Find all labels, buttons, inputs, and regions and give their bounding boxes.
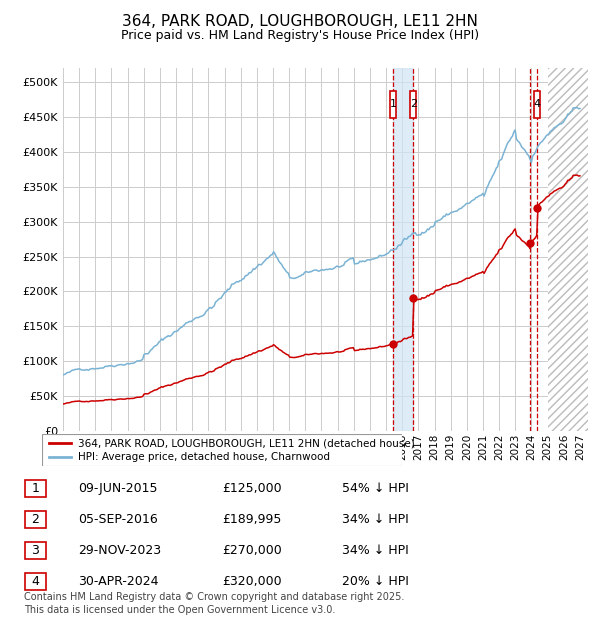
Text: 34% ↓ HPI: 34% ↓ HPI bbox=[342, 544, 409, 557]
Text: 09-JUN-2015: 09-JUN-2015 bbox=[78, 482, 157, 495]
Text: HPI: Average price, detached house, Charnwood: HPI: Average price, detached house, Char… bbox=[78, 452, 330, 463]
FancyBboxPatch shape bbox=[410, 91, 416, 118]
Text: 1: 1 bbox=[389, 99, 397, 110]
FancyBboxPatch shape bbox=[534, 91, 539, 118]
Bar bbox=[393, 68, 413, 431]
Bar bbox=[548, 68, 588, 431]
Text: 2: 2 bbox=[31, 513, 40, 526]
FancyBboxPatch shape bbox=[25, 511, 46, 528]
Text: 4: 4 bbox=[533, 99, 541, 110]
Text: 54% ↓ HPI: 54% ↓ HPI bbox=[342, 482, 409, 495]
Text: £189,995: £189,995 bbox=[222, 513, 281, 526]
Text: £270,000: £270,000 bbox=[222, 544, 282, 557]
Text: 1: 1 bbox=[31, 482, 40, 495]
Text: 05-SEP-2016: 05-SEP-2016 bbox=[78, 513, 158, 526]
FancyBboxPatch shape bbox=[25, 542, 46, 559]
Text: 364, PARK ROAD, LOUGHBOROUGH, LE11 2HN: 364, PARK ROAD, LOUGHBOROUGH, LE11 2HN bbox=[122, 14, 478, 29]
Text: £125,000: £125,000 bbox=[222, 482, 281, 495]
Text: 364, PARK ROAD, LOUGHBOROUGH, LE11 2HN (detached house): 364, PARK ROAD, LOUGHBOROUGH, LE11 2HN (… bbox=[78, 438, 415, 448]
FancyBboxPatch shape bbox=[25, 480, 46, 497]
Text: 30-APR-2024: 30-APR-2024 bbox=[78, 575, 158, 588]
Text: Price paid vs. HM Land Registry's House Price Index (HPI): Price paid vs. HM Land Registry's House … bbox=[121, 29, 479, 42]
Text: 2: 2 bbox=[410, 99, 417, 110]
FancyBboxPatch shape bbox=[390, 91, 396, 118]
Text: Contains HM Land Registry data © Crown copyright and database right 2025.
This d: Contains HM Land Registry data © Crown c… bbox=[24, 592, 404, 615]
Text: 29-NOV-2023: 29-NOV-2023 bbox=[78, 544, 161, 557]
Text: 34% ↓ HPI: 34% ↓ HPI bbox=[342, 513, 409, 526]
Text: 4: 4 bbox=[31, 575, 40, 588]
Text: 20% ↓ HPI: 20% ↓ HPI bbox=[342, 575, 409, 588]
Text: £320,000: £320,000 bbox=[222, 575, 281, 588]
FancyBboxPatch shape bbox=[25, 573, 46, 590]
Text: 3: 3 bbox=[31, 544, 40, 557]
